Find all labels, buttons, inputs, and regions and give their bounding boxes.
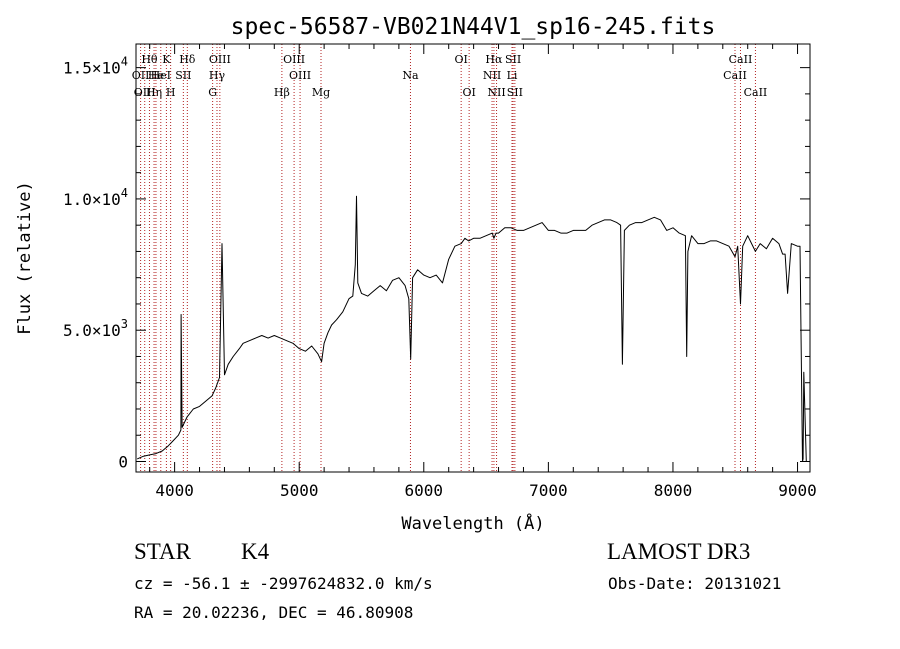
x-tick-label: 5000 xyxy=(280,481,319,500)
x-tick-label: 4000 xyxy=(155,481,194,500)
line-label-Hα: Hα xyxy=(485,53,503,66)
line-label-H: H xyxy=(166,86,176,99)
line-label-OI-6364: OI xyxy=(462,86,475,99)
coordinates-readout: RA = 20.02236, DEC = 46.80908 xyxy=(134,603,414,622)
line-label-CaII-8498: CaII xyxy=(723,69,747,82)
line-label-OIII: OIII xyxy=(134,86,156,99)
line-label-CaII-8662: CaII xyxy=(744,86,768,99)
line-label-OIII-4363: OIII xyxy=(209,53,231,66)
y-axis-label: Flux (relative) xyxy=(15,181,35,335)
spectral-subclass: K4 xyxy=(241,539,270,564)
survey-name: LAMOST DR3 xyxy=(607,539,751,564)
x-tick-label: 9000 xyxy=(778,481,817,500)
x-axis-label: Wavelength (Å) xyxy=(401,512,544,534)
line-label-Na: Na xyxy=(402,69,419,82)
series-layer xyxy=(137,195,807,462)
line-label-HeI: HeI xyxy=(151,69,171,82)
chart-title: spec-56587-VB021N44V1_sp16-245.fits xyxy=(231,14,716,40)
observation-date: Obs-Date: 20131021 xyxy=(608,574,782,593)
y-tick-label: 5.0×103 xyxy=(63,317,128,340)
line-label-G: G xyxy=(208,86,217,99)
line-label-OI-6300: OI xyxy=(454,53,467,66)
line-markers-layer xyxy=(140,44,756,472)
redshift-readout: cz = -56.1 ± -2997624832.0 km/s xyxy=(134,574,433,593)
line-label-OII: OII xyxy=(132,69,150,82)
line-label-SII-6717: SII xyxy=(505,53,521,66)
line-label-Mg: Mg xyxy=(312,86,330,99)
line-label-OIII-5007: OIII xyxy=(289,69,311,82)
plot-frame xyxy=(135,43,811,473)
object-class: STAR xyxy=(134,539,191,564)
line-label-Hγ: Hγ xyxy=(209,69,226,82)
line-labels-layer: Hθ OII OIII He Hη K HeI H Hδ SII OIII Hγ G OIII OIII Hβ… xyxy=(132,53,768,99)
x-tick-label: 6000 xyxy=(405,481,444,500)
line-label-NII-6548: NII xyxy=(483,69,501,82)
x-tick-label: 7000 xyxy=(529,481,568,500)
line-label-SII: SII xyxy=(175,69,191,82)
line-label-He: He xyxy=(148,69,164,82)
spectrum-series xyxy=(137,195,807,462)
x-tick-label: 8000 xyxy=(654,481,693,500)
y-tick-label: 1.0×104 xyxy=(63,186,128,209)
line-label-K: K xyxy=(162,53,171,66)
line-label-Hθ: Hθ xyxy=(141,53,158,66)
line-label-SII-6731: SII xyxy=(507,86,523,99)
line-label-Li: Li xyxy=(507,69,518,82)
line-label-Hδ: Hδ xyxy=(179,53,196,66)
y-tick-label: 1.5×104 xyxy=(63,55,128,78)
line-label-OIII-4959: OIII xyxy=(283,53,305,66)
ticks-layer: 4000 5000 6000 7000 8000 9000 0 5.0×103 1.0×104 1… xyxy=(63,44,817,500)
line-label-Hη: Hη xyxy=(146,86,162,99)
y-tick-label: 0 xyxy=(118,452,128,471)
line-label-Hβ: Hβ xyxy=(274,86,290,99)
line-label-NII-6584: NII xyxy=(487,86,505,99)
line-label-CaII-8542: CaII xyxy=(729,53,753,66)
